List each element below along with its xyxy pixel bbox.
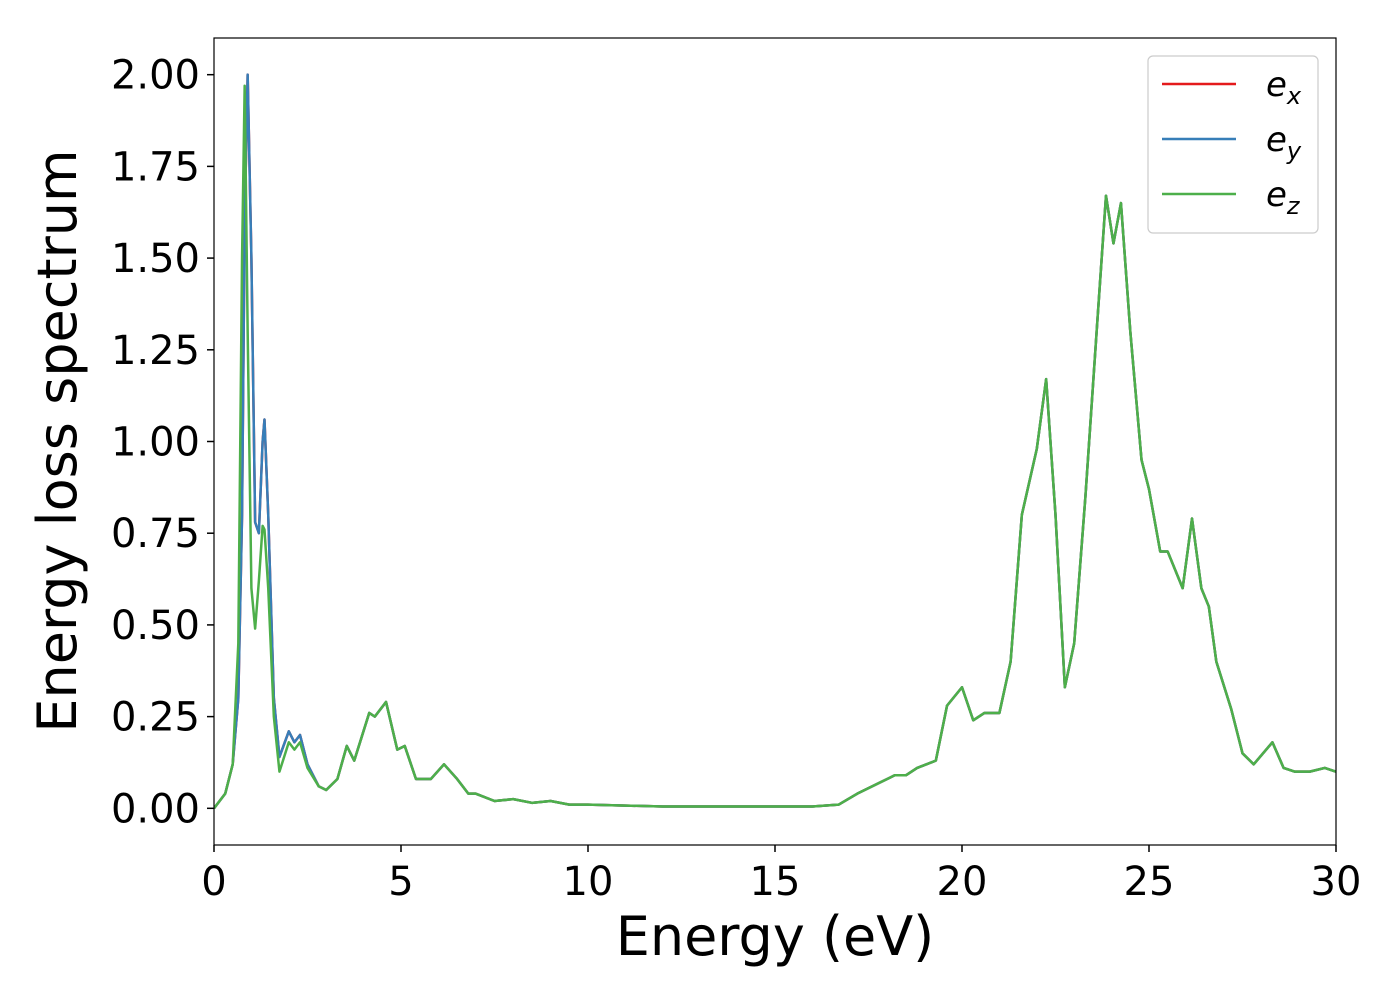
y-tick-label: 0.50 <box>111 603 200 649</box>
legend-label: ex <box>1266 65 1302 110</box>
series-line <box>214 84 1336 810</box>
x-tick-label: 5 <box>388 859 413 905</box>
x-tick-label: 25 <box>1124 859 1175 905</box>
x-tick-label: 15 <box>750 859 801 905</box>
y-tick-label: 1.00 <box>111 420 200 466</box>
legend-label: ey <box>1266 120 1302 165</box>
y-tick-label: 2.00 <box>111 53 200 99</box>
legend-label: ez <box>1266 175 1301 220</box>
x-tick-label: 10 <box>563 859 614 905</box>
y-tick-label: 0.25 <box>111 695 200 741</box>
y-tick-label: 1.75 <box>111 144 200 190</box>
x-tick-label: 30 <box>1311 859 1362 905</box>
x-tick-label: 20 <box>937 859 988 905</box>
y-axis-label: Energy loss spectrum <box>26 149 89 732</box>
y-tick-label: 1.25 <box>111 328 200 374</box>
plot-frame <box>213 37 1337 846</box>
legend-box <box>1147 55 1319 234</box>
x-axis-label: Energy (eV) <box>616 905 935 968</box>
x-tick-label: 0 <box>201 859 226 905</box>
y-tick-label: 0.75 <box>111 511 200 557</box>
y-tick-label: 1.50 <box>111 236 200 282</box>
y-tick-label: 0.00 <box>111 786 200 832</box>
